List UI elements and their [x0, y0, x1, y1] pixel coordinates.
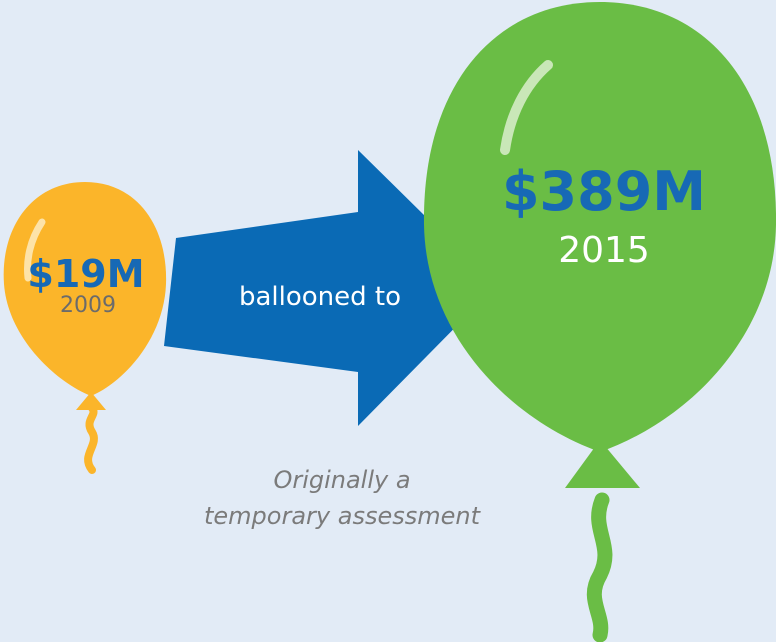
balloon-knot: [76, 392, 106, 410]
big-balloon: $389M 2015: [423, 2, 776, 642]
amount: $19M: [27, 252, 144, 296]
small-balloon: $19M 2009: [3, 182, 167, 474]
balloon-string: [586, 492, 613, 642]
caption-line: Originally a: [273, 466, 410, 494]
balloon-string: [84, 404, 98, 474]
balloon-highlight: [500, 60, 553, 155]
balloon-highlight: [24, 218, 46, 282]
arrow-shape: [164, 150, 496, 426]
arrow: ballooned to: [164, 150, 496, 426]
balloon-body: [3, 182, 167, 396]
year: 2009: [60, 293, 116, 318]
amount: $389M: [502, 160, 706, 223]
year: 2015: [558, 230, 650, 271]
caption-line: temporary assessment: [204, 502, 482, 530]
arrow-label: ballooned to: [239, 282, 401, 312]
balloon-knot: [565, 440, 640, 488]
